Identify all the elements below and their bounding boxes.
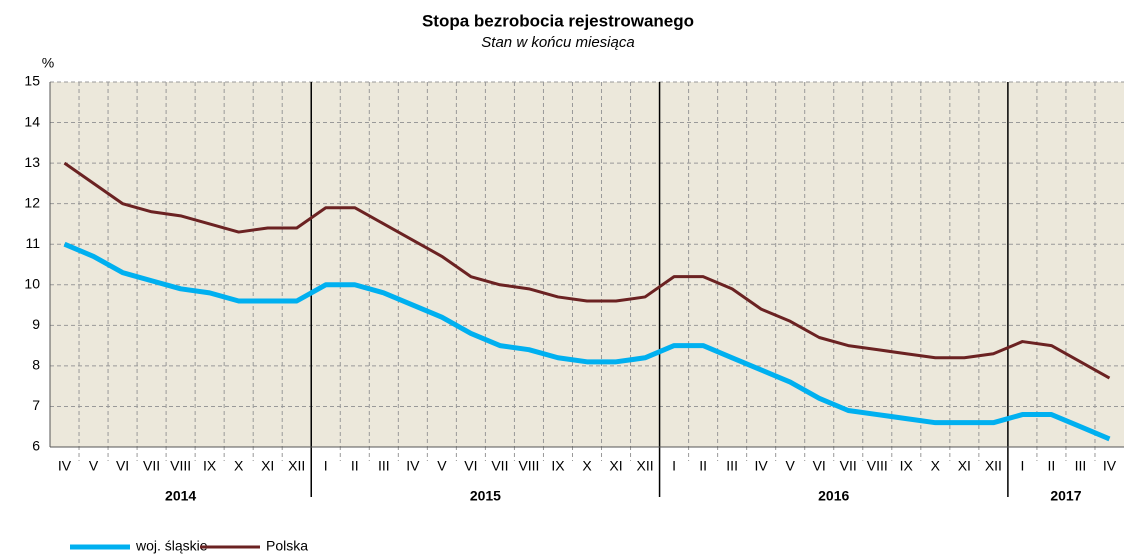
x-tick-label: XI	[261, 458, 274, 474]
x-tick-label: XI	[958, 458, 971, 474]
x-tick-label: VII	[491, 458, 508, 474]
x-tick-label: III	[1075, 458, 1087, 474]
x-tick-label: VI	[116, 458, 129, 474]
x-tick-label: VIII	[518, 458, 539, 474]
y-tick-label: 7	[32, 397, 40, 413]
y-tick-label: 6	[32, 438, 40, 454]
x-tick-label: V	[437, 458, 447, 474]
y-axis-label: %	[42, 55, 54, 71]
plot-area	[50, 82, 1124, 447]
x-tick-label: III	[726, 458, 738, 474]
x-tick-label: II	[1048, 458, 1056, 474]
x-tick-label: IX	[551, 458, 565, 474]
x-tick-label: I	[1020, 458, 1024, 474]
x-tick-label: I	[324, 458, 328, 474]
x-tick-label: II	[699, 458, 707, 474]
x-tick-label: IX	[900, 458, 914, 474]
x-tick-label: IV	[406, 458, 420, 474]
year-label: 2014	[165, 488, 196, 504]
x-tick-label: V	[786, 458, 796, 474]
x-tick-label: V	[89, 458, 99, 474]
x-tick-label: XI	[609, 458, 622, 474]
x-tick-label: XII	[985, 458, 1002, 474]
y-tick-label: 14	[24, 113, 40, 129]
year-label: 2017	[1050, 488, 1081, 504]
chart-title: Stopa bezrobocia rejestrowanego	[422, 11, 694, 30]
x-tick-label: IV	[1103, 458, 1117, 474]
x-tick-label: X	[582, 458, 592, 474]
y-tick-label: 8	[32, 357, 40, 373]
x-tick-label: IV	[755, 458, 769, 474]
x-tick-label: VII	[840, 458, 857, 474]
line-series	[63, 241, 1111, 442]
x-tick-label: XII	[288, 458, 305, 474]
year-label: 2015	[470, 488, 501, 504]
y-tick-label: 10	[24, 275, 40, 291]
x-tick-label: IV	[58, 458, 72, 474]
x-tick-label: IX	[203, 458, 217, 474]
y-tick-label: 15	[24, 73, 40, 89]
y-tick-label: 9	[32, 316, 40, 332]
x-tick-label: X	[234, 458, 244, 474]
year-label: 2016	[818, 488, 849, 504]
x-tick-label: XII	[636, 458, 653, 474]
chart-subtitle: Stan w końcu miesiąca	[481, 34, 634, 51]
legend-label: Polska	[266, 538, 308, 554]
x-tick-label: VI	[813, 458, 826, 474]
y-tick-label: 11	[25, 235, 40, 251]
y-tick-label: 13	[24, 154, 40, 170]
x-tick-label: VII	[143, 458, 160, 474]
y-tick-label: 12	[24, 194, 40, 210]
x-tick-label: X	[931, 458, 941, 474]
x-tick-label: VI	[464, 458, 477, 474]
x-tick-label: I	[672, 458, 676, 474]
x-tick-label: VIII	[867, 458, 888, 474]
x-tick-label: III	[378, 458, 390, 474]
x-tick-label: II	[351, 458, 359, 474]
x-tick-label: VIII	[170, 458, 191, 474]
legend-label: woj. śląskie	[135, 538, 208, 554]
line-series	[63, 161, 1111, 380]
